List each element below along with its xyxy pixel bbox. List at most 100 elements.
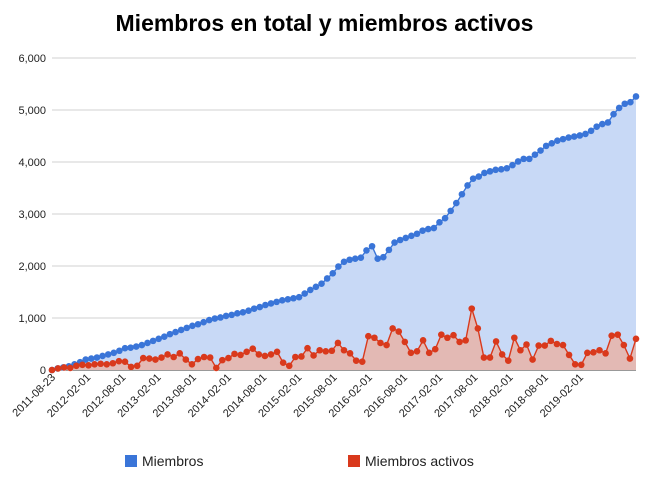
data-point	[576, 132, 584, 139]
data-point	[334, 339, 342, 347]
data-point	[374, 255, 381, 263]
data-point	[584, 349, 591, 357]
data-point	[239, 308, 247, 316]
data-point	[541, 342, 549, 349]
data-point	[164, 351, 171, 358]
y-tick-label: 1,000	[18, 313, 46, 325]
legend-swatch	[348, 455, 360, 467]
data-point	[626, 355, 634, 362]
data-point	[307, 286, 314, 294]
data-point	[475, 173, 483, 180]
data-point	[249, 345, 257, 352]
data-point	[531, 151, 539, 159]
data-point	[115, 357, 123, 365]
data-point	[121, 344, 129, 352]
data-point	[158, 354, 165, 361]
data-point	[91, 360, 98, 368]
data-point	[596, 346, 603, 354]
y-tick-label: 5,000	[18, 105, 46, 117]
data-point	[183, 324, 191, 332]
data-point	[177, 326, 185, 334]
data-point	[363, 247, 370, 254]
data-point	[261, 352, 269, 360]
data-point	[225, 354, 232, 362]
data-point	[385, 246, 393, 254]
data-point	[48, 366, 56, 374]
data-point	[413, 347, 421, 355]
data-point	[139, 354, 147, 362]
data-point	[368, 242, 376, 250]
data-point	[285, 362, 293, 370]
data-point	[632, 335, 640, 343]
data-point	[335, 263, 342, 270]
data-point	[383, 341, 390, 349]
data-point	[582, 130, 589, 138]
data-point	[234, 310, 241, 317]
data-point	[608, 332, 615, 339]
y-tick-label: 4,000	[18, 157, 46, 169]
data-point	[312, 283, 320, 291]
y-tick-label: 2,000	[18, 261, 46, 273]
data-point	[371, 334, 378, 342]
data-point	[632, 93, 640, 100]
data-point	[127, 344, 134, 351]
data-point	[469, 175, 477, 182]
data-point	[301, 290, 308, 297]
data-point	[553, 340, 561, 348]
data-point	[526, 155, 533, 163]
data-point	[231, 350, 238, 358]
data-point	[565, 351, 573, 359]
data-point	[278, 297, 286, 304]
data-point	[284, 295, 292, 303]
data-point	[571, 360, 579, 368]
data-point	[559, 135, 567, 143]
data-point	[514, 158, 522, 165]
data-point	[166, 330, 174, 338]
data-point	[262, 301, 269, 309]
data-point	[66, 364, 74, 372]
data-point	[194, 355, 202, 363]
data-point	[79, 361, 86, 369]
data-point	[431, 345, 439, 353]
data-point	[152, 356, 159, 363]
data-point	[73, 362, 80, 370]
data-point	[599, 120, 606, 128]
data-point	[182, 356, 190, 363]
data-point	[509, 161, 516, 169]
chart-title: Miembros en total y miembros activos	[115, 10, 534, 36]
data-point	[391, 239, 398, 246]
data-point	[304, 344, 311, 352]
data-point	[590, 349, 597, 356]
data-point	[610, 110, 617, 118]
data-point	[523, 341, 530, 348]
data-point	[149, 337, 157, 345]
data-point	[316, 346, 323, 354]
data-point	[340, 258, 348, 266]
data-point	[219, 356, 226, 364]
data-point	[116, 347, 123, 355]
data-point	[517, 346, 524, 354]
data-point	[200, 353, 208, 361]
data-point	[413, 230, 421, 238]
data-point	[548, 139, 556, 147]
data-point	[395, 328, 403, 335]
data-point	[456, 338, 463, 346]
data-point	[614, 331, 622, 338]
data-point	[535, 342, 542, 349]
data-point	[620, 341, 628, 349]
data-point	[133, 362, 141, 370]
legend-label: Miembros activos	[365, 453, 474, 469]
data-point	[357, 254, 365, 261]
data-point	[176, 350, 184, 357]
data-point	[503, 164, 511, 172]
data-point	[587, 127, 595, 135]
data-point	[537, 147, 544, 154]
data-point	[402, 234, 410, 242]
data-point	[468, 305, 476, 312]
data-point	[318, 280, 325, 287]
data-point	[146, 355, 153, 362]
data-point	[194, 320, 202, 328]
data-point	[554, 137, 561, 144]
data-point	[250, 305, 258, 312]
